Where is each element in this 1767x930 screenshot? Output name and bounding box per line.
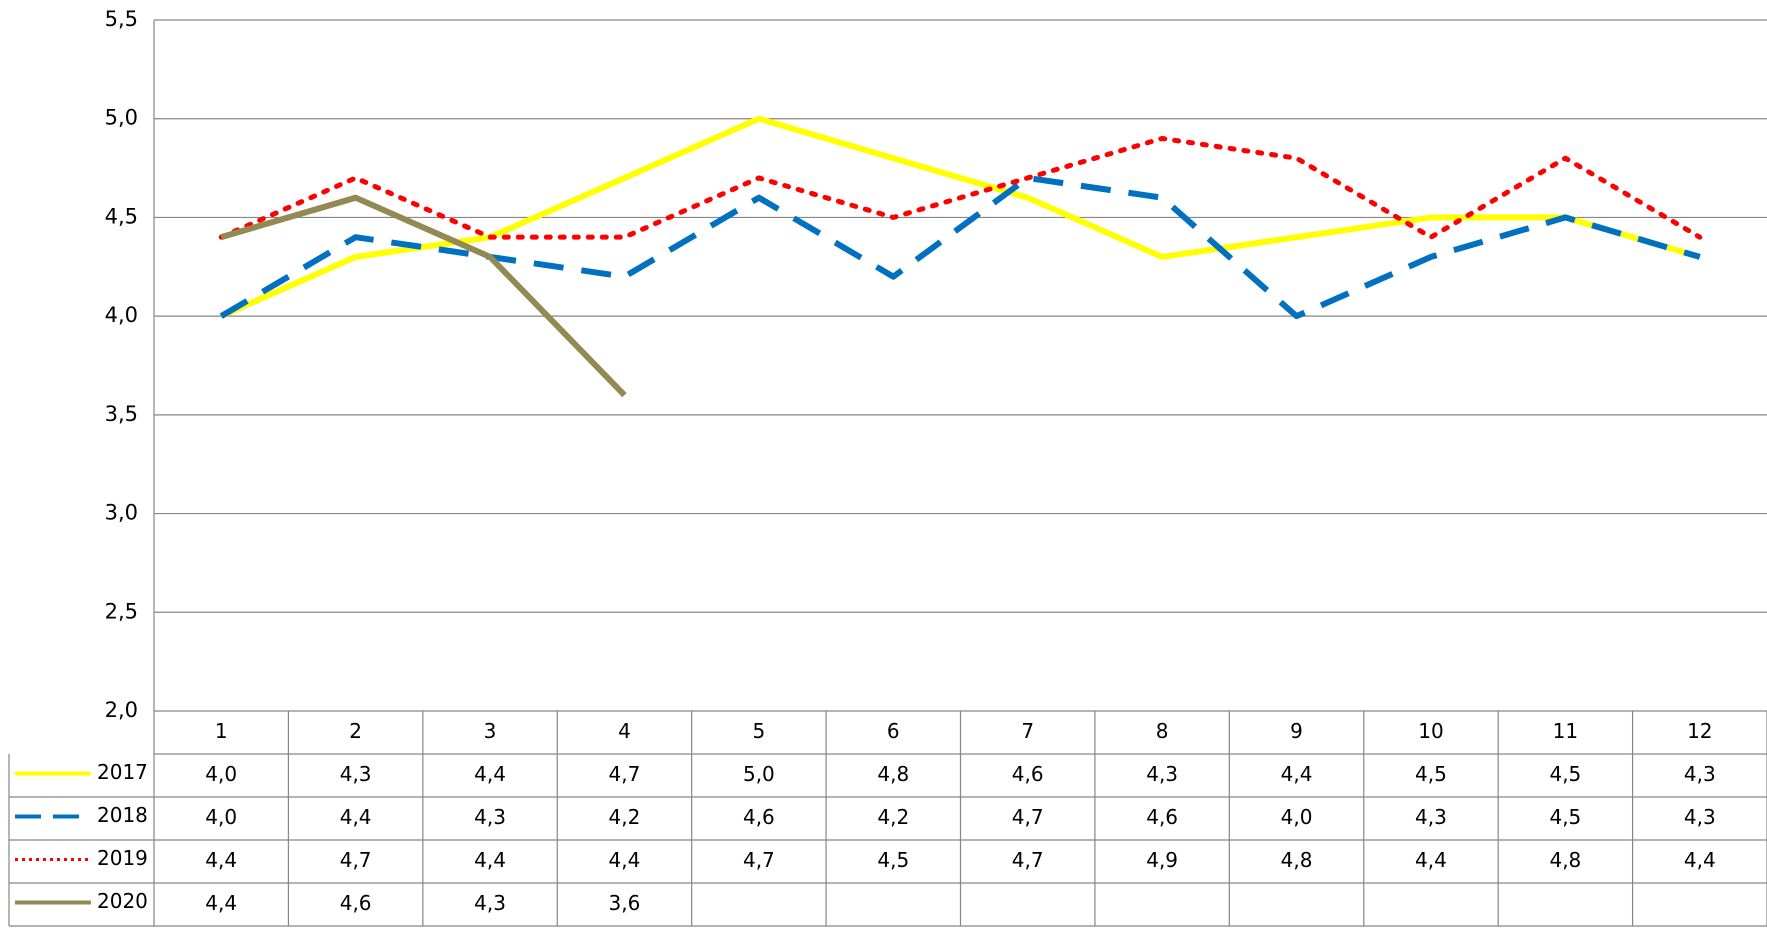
legend-label: 2019 (97, 846, 148, 870)
legend-label: 2020 (97, 889, 148, 913)
table-cell: 4,4 (1415, 848, 1447, 872)
table-cell: 4,7 (1012, 848, 1044, 872)
table-cell: 4,5 (1549, 805, 1581, 829)
table-cell: 4,8 (877, 762, 909, 786)
table-cell: 4,2 (877, 805, 909, 829)
y-tick-label: 3,0 (105, 501, 138, 525)
table-cell: 4,7 (609, 762, 641, 786)
table-cell: 4,3 (1415, 805, 1447, 829)
table-cell: 4,5 (1549, 762, 1581, 786)
table-cell: 4,7 (1012, 805, 1044, 829)
table-cell: 4,3 (474, 891, 506, 915)
table-cell: 4,4 (205, 848, 237, 872)
table-cell: 4,4 (1281, 762, 1313, 786)
table-cell: 4,3 (1146, 762, 1178, 786)
table-cell: 4,3 (1684, 762, 1716, 786)
table-cell: 3,6 (609, 891, 641, 915)
table-cell: 4,4 (205, 891, 237, 915)
y-tick-label: 3,5 (105, 402, 138, 426)
series-line (219, 174, 1701, 320)
y-tick-label: 2,5 (105, 599, 138, 623)
table-cell: 4,9 (1146, 848, 1178, 872)
table-cell: 5,0 (743, 762, 775, 786)
x-tick-label: 10 (1418, 719, 1443, 743)
y-tick-label: 5,0 (105, 106, 138, 130)
x-tick-label: 12 (1687, 719, 1712, 743)
table-cell: 4,4 (474, 848, 506, 872)
table-cell: 4,5 (877, 848, 909, 872)
table-cell: 4,0 (1281, 805, 1313, 829)
x-tick-label: 7 (1021, 719, 1034, 743)
x-tick-label: 1 (215, 719, 228, 743)
table-cell: 4,3 (340, 762, 372, 786)
y-tick-label: 4,5 (105, 204, 138, 228)
y-tick-label: 5,5 (105, 7, 138, 31)
table-cell: 4,3 (1684, 805, 1716, 829)
x-tick-label: 11 (1553, 719, 1578, 743)
x-tick-label: 2 (349, 719, 362, 743)
table-cell: 4,0 (205, 805, 237, 829)
table-cell: 4,8 (1549, 848, 1581, 872)
table-cell: 4,7 (340, 848, 372, 872)
series-line (220, 194, 627, 398)
table-cell: 4,6 (340, 891, 372, 915)
table-cell: 4,2 (609, 805, 641, 829)
table-cell: 4,4 (474, 762, 506, 786)
x-tick-label: 4 (618, 719, 631, 743)
table-cell: 4,3 (474, 805, 506, 829)
series-line (219, 115, 1701, 319)
table-cell: 4,7 (743, 848, 775, 872)
y-tick-label: 4,0 (105, 303, 138, 327)
table-cell: 4,8 (1281, 848, 1313, 872)
table-cell: 4,0 (205, 762, 237, 786)
table-cell: 4,6 (1012, 762, 1044, 786)
legend-label: 2017 (97, 760, 148, 784)
series-line (218, 135, 1703, 240)
table-cell: 4,4 (1684, 848, 1716, 872)
x-tick-label: 6 (887, 719, 900, 743)
table-cell: 4,4 (609, 848, 641, 872)
table-cell: 4,4 (340, 805, 372, 829)
table-cell: 4,6 (743, 805, 775, 829)
table-cell: 4,6 (1146, 805, 1178, 829)
x-tick-label: 5 (753, 719, 766, 743)
x-tick-label: 9 (1290, 719, 1303, 743)
table-cell: 4,5 (1415, 762, 1447, 786)
legend-label: 2018 (97, 803, 148, 827)
y-tick-label: 2,0 (105, 698, 138, 722)
x-tick-label: 3 (484, 719, 497, 743)
x-tick-label: 8 (1156, 719, 1169, 743)
